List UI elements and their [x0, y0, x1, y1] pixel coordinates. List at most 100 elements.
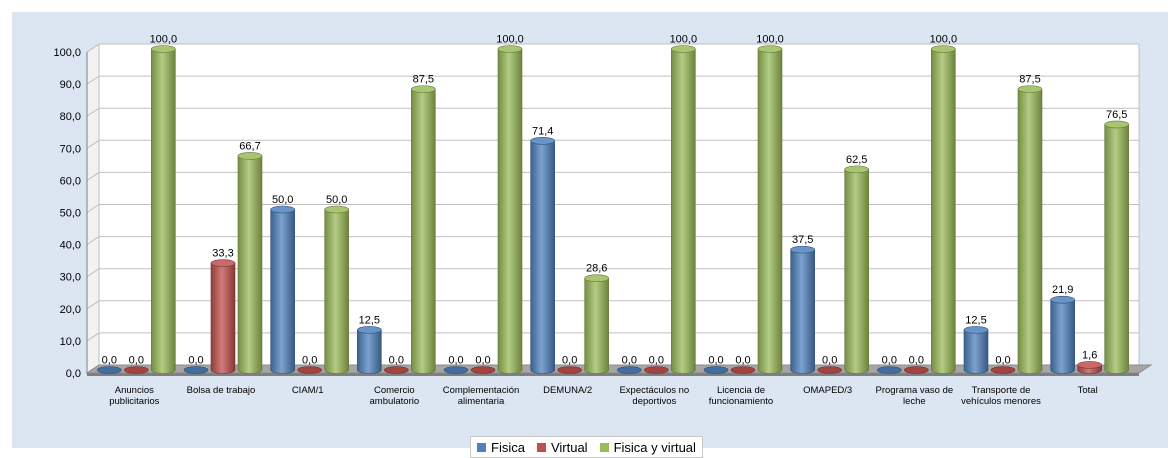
fisica-y-virtual-bar: [1104, 124, 1129, 374]
data-label: 0,0: [909, 355, 924, 367]
virtual-bar-top: [1077, 361, 1102, 369]
virtual-bar: [557, 366, 582, 374]
data-label: 0,0: [389, 355, 404, 367]
y-tick-label: 20,0: [60, 304, 81, 316]
fisica-bar: [877, 366, 902, 374]
data-label: 100,0: [496, 34, 524, 46]
data-label: 0,0: [129, 355, 144, 367]
chart-area: 0,0 10,0 20,0 30,0 40,0 50,0 60,0 70,0 80,0 90,0 1…: [12, 12, 1168, 458]
data-label: 100,0: [930, 34, 958, 46]
data-label: 100,0: [756, 34, 784, 46]
gridline: [86, 43, 1139, 53]
fisica-bar-top: [530, 137, 555, 145]
gridline: [86, 236, 1139, 246]
fisica-bar: [617, 366, 642, 374]
fisica-y-virtual-bar: [931, 48, 956, 374]
legend: Fisica Virtual Fisica y virtual: [470, 436, 703, 458]
legend-swatch-virtual: [536, 442, 546, 452]
fisica-y-virtual-bar-top: [1017, 85, 1043, 93]
virtual-bar-top: [210, 259, 236, 267]
y-tick-label: 80,0: [60, 111, 81, 123]
value-labels: 0,0 0,0 100,0 0,0 33,3 66,7 50,0 0,0 50,0 12,5 0,0…: [102, 34, 1128, 367]
fisica-bar-top: [790, 245, 815, 254]
legend-item-fisica: Fisica: [477, 440, 525, 455]
fisica-y-virtual-bar-top: [497, 45, 523, 53]
fisica-y-virtual-bar-top: [237, 152, 263, 160]
gridline: [86, 204, 1139, 213]
virtual-bar: [297, 366, 322, 374]
data-label: 33,3: [212, 248, 233, 260]
legend-label-virtual: Virtual: [550, 439, 588, 455]
data-label: 0,0: [562, 355, 577, 367]
data-label: 37,5: [792, 234, 813, 246]
y-tick-label: 90,0: [60, 79, 81, 91]
fisica-bar-top: [270, 205, 295, 214]
virtual-bar: [730, 366, 756, 374]
fisica-bar: [1050, 299, 1075, 374]
data-label: 0,0: [302, 355, 317, 367]
fisica-y-virtual-bar: [151, 48, 176, 374]
data-label: 21,9: [1052, 284, 1073, 296]
data-label: 0,0: [995, 355, 1010, 367]
y-tick-label: 50,0: [60, 208, 81, 220]
y-tick-label: 70,0: [60, 143, 81, 155]
y-tick-label: 30,0: [60, 272, 81, 284]
gridline: [86, 139, 1139, 149]
fisica-y-virtual-bar-top: [411, 85, 436, 93]
fisica-y-virtual-bar-top: [584, 274, 609, 282]
fisica-y-virtual-bar-top: [1104, 120, 1129, 129]
gridline: [86, 75, 1139, 85]
data-label: 87,5: [413, 74, 434, 86]
x-tick-label: Programa vaso de leche: [876, 385, 954, 407]
x-axis: Anuncios publicitarios Bolsa de trabajo CIA…: [109, 385, 1097, 407]
legend-label-fisica: Fisica: [491, 439, 525, 455]
fisica-bar: [703, 366, 729, 374]
virtual-bar: [990, 366, 1016, 374]
fisica-y-virtual-bar-top: [671, 45, 696, 53]
data-label: 0,0: [708, 355, 723, 367]
legend-swatch-fisica: [477, 442, 486, 452]
virtual-bar: [470, 366, 496, 374]
fisica-bar-top: [1050, 295, 1075, 304]
fisica-y-virtual-bar-top: [931, 45, 956, 53]
y-tick-label: 100,0: [53, 47, 81, 59]
virtual-bar: [124, 366, 149, 374]
virtual-bar: [210, 262, 236, 374]
gridline: [86, 171, 1139, 181]
gridline: [86, 107, 1139, 117]
data-label: 0,0: [102, 355, 117, 367]
y-tick-label: 60,0: [60, 175, 81, 187]
fisica-y-virtual-bar: [497, 48, 523, 374]
bars: [97, 45, 1129, 374]
virtual-bar: [817, 366, 842, 374]
fisica-y-virtual-bar: [411, 88, 436, 374]
fisica-y-virtual-bar: [584, 277, 609, 374]
data-label: 12,5: [359, 314, 380, 326]
bar-chart: 0,0 10,0 20,0 30,0 40,0 50,0 60,0 70,0 80,0 90,0 1…: [53, 34, 1153, 407]
fisica-y-virtual-bar: [844, 169, 869, 374]
fisica-y-virtual-bar: [1017, 88, 1043, 374]
x-tick-label: Licencia de funcionamiento: [709, 385, 773, 407]
data-label: 100,0: [150, 34, 178, 46]
fisica-y-virtual-bar-top: [324, 205, 349, 214]
data-label: 0,0: [822, 355, 837, 367]
fisica-y-virtual-bar-top: [844, 165, 869, 174]
fisica-y-virtual-bar-top: [757, 45, 783, 53]
data-label: 0,0: [475, 355, 490, 367]
data-label: 0,0: [649, 355, 664, 367]
data-label: 1,6: [1082, 349, 1097, 361]
data-label: 62,5: [846, 154, 867, 166]
x-tick-label: Bolsa de trabajo: [187, 385, 256, 396]
virtual-bar: [904, 366, 929, 374]
data-label: 66,7: [239, 140, 260, 152]
y-tick-label: 0,0: [66, 368, 81, 380]
data-label: 0,0: [448, 355, 463, 367]
fisica-y-virtual-bar: [671, 48, 696, 374]
data-label: 12,5: [965, 314, 986, 326]
fisica-bar: [443, 366, 469, 374]
legend-label-fisica-y-virtual: Fisica y virtual: [613, 439, 696, 455]
y-tick-label: 10,0: [60, 336, 81, 348]
data-label: 100,0: [670, 34, 698, 46]
fisica-bar-top: [357, 326, 382, 334]
fisica-bar: [183, 366, 209, 374]
